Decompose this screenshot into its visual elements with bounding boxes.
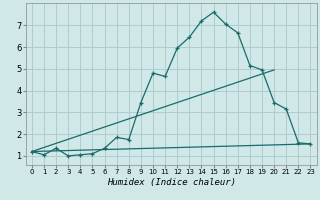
X-axis label: Humidex (Indice chaleur): Humidex (Indice chaleur) xyxy=(107,178,236,187)
